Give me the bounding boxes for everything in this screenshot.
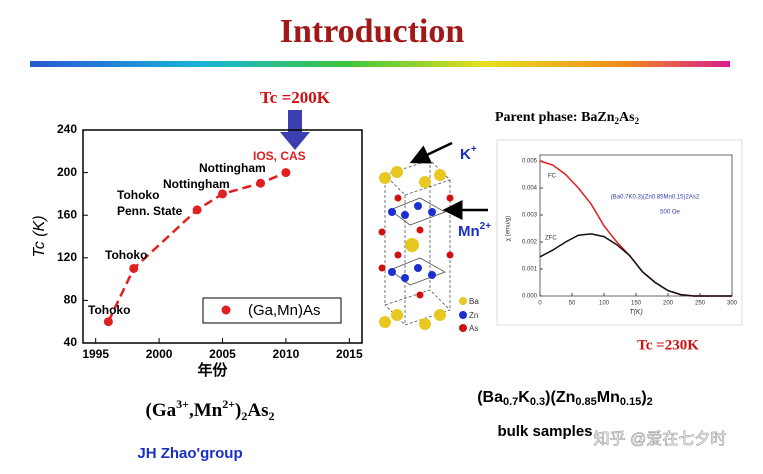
parent-part: 2: [635, 116, 640, 126]
ion-part: Mn: [458, 223, 480, 240]
rainbow-bar: [30, 61, 730, 67]
formula-part: 0.15: [620, 396, 641, 408]
data-point: [281, 168, 291, 178]
y-tick-label: 0.004: [522, 186, 538, 192]
formula-part: (Ga: [146, 400, 177, 421]
y-axis-label: Tc (K): [31, 215, 48, 257]
data-point: [256, 178, 266, 188]
parent-part: 2: [615, 116, 620, 126]
annotation: (Ba0.7K0.3)(Zn0.85Mn0.15)2As2: [611, 195, 700, 201]
y-tick-label: 160: [57, 207, 77, 221]
atoms: [378, 166, 467, 332]
chart-frame: [496, 139, 743, 326]
formula-part: ,Mn: [189, 400, 223, 421]
data-point: [103, 317, 113, 327]
ion-label: K+: [460, 144, 477, 163]
x-tick-label: 100: [599, 301, 610, 307]
x-tick-label: 150: [631, 301, 642, 307]
formula-part: As: [247, 400, 268, 421]
formula-part: )(Zn: [545, 389, 575, 406]
formula-part: (Ba: [477, 389, 503, 406]
x-tick-label: 0: [538, 301, 542, 307]
x-tick-label: 250: [695, 301, 706, 307]
x-axis-label: T(K): [629, 309, 643, 316]
trend-line: [107, 171, 287, 323]
formula-part: ): [641, 389, 646, 406]
legend-marker: [221, 305, 231, 315]
formula-part: 2+: [222, 397, 235, 411]
legend-label: (Ga,Mn)As: [248, 302, 321, 319]
formula-part: 0.7: [503, 396, 518, 408]
annotation: 500 Oe: [660, 210, 680, 216]
watermark: 知乎 @爱在七夕时: [594, 430, 727, 448]
point-label: Nottingham: [199, 161, 266, 175]
y-tick-label: 0.002: [522, 240, 538, 246]
ion-part: +: [471, 144, 477, 155]
atom-legend: Ba: [469, 297, 479, 306]
formula-left: (Ga3+,Mn2+)2As2: [146, 397, 275, 423]
x-tick-label: 2000: [146, 347, 173, 361]
formula-part: 2: [647, 396, 653, 408]
parent-phase: Parent phase: BaZn2As2: [495, 110, 640, 126]
plot-frame: [539, 154, 733, 297]
tc-label: Tc =200K: [260, 88, 331, 107]
data-point: [218, 189, 227, 199]
series-label: FC: [548, 174, 557, 180]
formula-part: ): [235, 400, 241, 421]
y-axis-label: χ (emu/g): [506, 216, 512, 242]
x-tick-label: 2015: [336, 347, 363, 361]
formula-part: 0.85: [575, 396, 596, 408]
y-tick-label: 200: [57, 165, 77, 179]
y-tick-label: 240: [57, 122, 77, 136]
data-line: [539, 233, 732, 297]
formula-part: 2: [241, 409, 247, 423]
y-tick-label: 80: [64, 293, 78, 307]
data-line: [539, 160, 732, 297]
x-tick-label: 50: [569, 301, 576, 307]
y-tick-label: 40: [64, 335, 78, 349]
formula-part: Mn: [597, 389, 620, 406]
point-label: Nottingham: [163, 177, 230, 191]
parent-part: As: [619, 110, 635, 125]
parent-part: Parent phase: BaZn: [495, 110, 615, 125]
data-point: [129, 263, 139, 273]
atom-legend: Zn: [469, 311, 478, 320]
series-label: ZFC: [545, 236, 557, 242]
point-label: Tohoko: [117, 188, 159, 202]
point-label: Tohoko: [105, 248, 147, 262]
data-point: [192, 205, 202, 215]
slide-title: Introduction: [280, 13, 465, 50]
x-tick-label: 300: [727, 301, 738, 307]
formula-part: 2: [269, 409, 275, 423]
x-tick-label: 200: [663, 301, 674, 307]
formula-part: 3+: [176, 397, 189, 411]
y-tick-label: 0.001: [522, 267, 538, 273]
tc-label: Tc =230K: [637, 337, 699, 353]
bulk-label: bulk samples: [497, 423, 592, 440]
y-tick-label: 0.005: [522, 159, 538, 165]
x-tick-label: 2005: [209, 347, 236, 361]
y-tick-label: 0.000: [522, 294, 538, 300]
formula-part: K: [518, 389, 530, 406]
ion-part: 2+: [480, 221, 492, 232]
atom-legend: As: [469, 324, 478, 333]
group-label: JH Zhao'group: [137, 445, 242, 462]
y-tick-label: 0.003: [522, 213, 538, 219]
x-tick-label: 2010: [273, 347, 300, 361]
ion-label: Mn2+: [458, 221, 491, 240]
formula-right: (Ba0.7K0.3)(Zn0.85Mn0.15)2: [477, 389, 653, 408]
formula-part: 0.3: [530, 396, 545, 408]
arrow: [409, 141, 453, 164]
x-axis-label: 年份: [197, 361, 228, 379]
point-label: Penn. State: [117, 204, 183, 218]
point-label: IOS, CAS: [253, 149, 306, 163]
ion-part: K: [460, 146, 471, 163]
x-tick-label: 1995: [82, 347, 109, 361]
y-tick-label: 120: [57, 250, 77, 264]
point-label: Tohoko: [88, 303, 130, 317]
